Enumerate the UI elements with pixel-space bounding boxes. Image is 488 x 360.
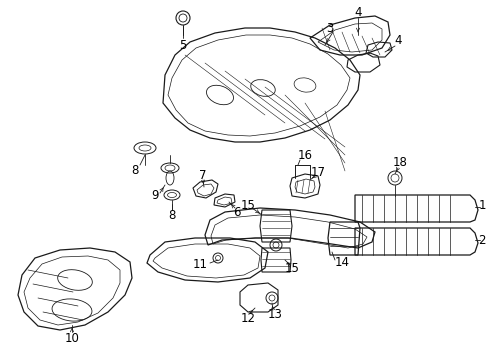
Text: 18: 18 — [392, 156, 407, 168]
Text: 17: 17 — [310, 166, 325, 179]
Text: 1: 1 — [477, 198, 485, 212]
Text: 12: 12 — [240, 311, 255, 324]
Text: 2: 2 — [477, 234, 485, 247]
Text: 14: 14 — [334, 256, 349, 269]
Text: 7: 7 — [199, 168, 206, 181]
Text: 4: 4 — [393, 33, 401, 46]
Text: 15: 15 — [284, 261, 299, 274]
Text: 5: 5 — [179, 39, 186, 51]
Text: 8: 8 — [168, 208, 175, 221]
Text: 15: 15 — [240, 198, 255, 212]
Text: 8: 8 — [131, 163, 139, 176]
Text: 10: 10 — [64, 332, 79, 345]
Text: 4: 4 — [353, 5, 361, 18]
Text: 9: 9 — [151, 189, 159, 202]
Text: 16: 16 — [297, 149, 312, 162]
Text: 13: 13 — [267, 309, 282, 321]
Text: 6: 6 — [233, 206, 240, 219]
Text: 11: 11 — [192, 258, 207, 271]
Text: 3: 3 — [325, 22, 333, 35]
